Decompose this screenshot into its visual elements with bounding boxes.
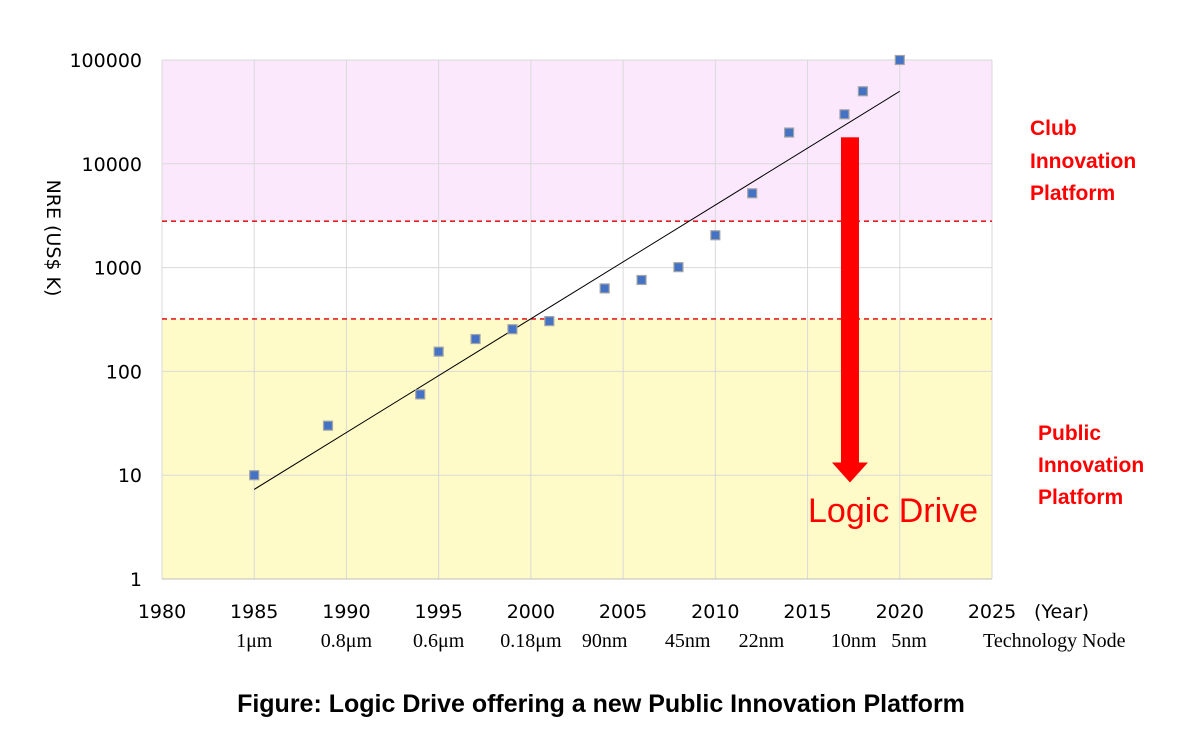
logic-drive-arrow-head — [831, 462, 868, 483]
x-tick-labels: 1980 1985 1990 1995 2000 2005 2010 2015 2020 2025 — [138, 601, 1016, 623]
technology-node-title: Technology Node — [983, 630, 1126, 652]
data-point-1985 — [249, 470, 260, 481]
data-point-1994 — [415, 389, 426, 400]
node-label-0: 1μm — [236, 630, 273, 652]
club-label-line-3: Platform — [1030, 182, 1115, 205]
region-club — [162, 60, 992, 222]
data-point-1989 — [322, 420, 334, 431]
x-tick-2015: 2015 — [783, 601, 831, 623]
figure-caption: Figure: Logic Drive offering a new Publi… — [237, 690, 965, 718]
node-label-3: 0.18μm — [500, 630, 562, 652]
y-tick-labels: 1 10 100 1000 10000 100000 — [69, 50, 142, 591]
data-point-2014 — [784, 127, 795, 138]
technology-node-labels: 1μm 0.8μm 0.6μm 0.18μm 90nm 45nm 22nm 10nm 5nm — [236, 630, 927, 652]
data-point-2008 — [673, 262, 684, 273]
node-label-4: 90nm — [582, 630, 628, 652]
data-point-2004 — [599, 283, 610, 294]
y-axis-label: NRE (US$ K) — [42, 180, 64, 297]
x-tick-1990: 1990 — [322, 601, 370, 623]
x-tick-2020: 2020 — [876, 601, 924, 623]
x-tick-1985: 1985 — [230, 601, 278, 623]
y-tick-10: 10 — [118, 465, 142, 487]
x-tick-2000: 2000 — [507, 601, 555, 623]
node-label-6: 22nm — [739, 630, 785, 652]
data-points — [249, 54, 905, 481]
club-label-line-1: Club — [1030, 117, 1077, 140]
region-public — [162, 318, 992, 579]
threshold-lines — [162, 220, 992, 320]
logic-drive-arrow-group — [831, 137, 868, 483]
x-axis-label: (Year) — [1034, 601, 1089, 623]
logic-drive-label: Logic Drive — [808, 492, 978, 530]
node-label-5: 45nm — [665, 630, 711, 652]
trend-line-group — [253, 90, 901, 490]
y-tick-1: 1 — [130, 569, 142, 591]
logic-drive-arrow-shaft — [840, 137, 859, 463]
data-point-1997 — [470, 333, 481, 345]
public-label-line-1: Public — [1038, 422, 1101, 445]
data-point-2006 — [636, 274, 647, 286]
node-label-7: 10nm — [831, 630, 877, 652]
node-label-1: 0.8μm — [321, 630, 373, 652]
data-point-2017 — [839, 109, 850, 120]
public-label-line-2: Innovation — [1038, 454, 1144, 477]
data-point-2001 — [544, 316, 555, 327]
x-tick-2010: 2010 — [691, 601, 739, 623]
club-label-line-2: Innovation — [1030, 150, 1136, 173]
node-label-2: 0.6μm — [413, 630, 465, 652]
x-tick-2005: 2005 — [599, 601, 647, 623]
x-tick-1995: 1995 — [414, 601, 462, 623]
data-point-2018 — [857, 86, 868, 97]
data-point-2020 — [894, 54, 905, 66]
y-tick-100000: 100000 — [69, 50, 142, 72]
data-point-1995 — [433, 346, 444, 357]
y-tick-100: 100 — [106, 361, 142, 383]
y-tick-10000: 10000 — [82, 154, 142, 176]
data-point-1999 — [507, 324, 518, 335]
trend-line — [253, 90, 901, 490]
y-tick-1000: 1000 — [94, 258, 142, 280]
public-label-line-3: Platform — [1038, 486, 1123, 509]
data-point-2010 — [710, 230, 721, 241]
x-tick-1980: 1980 — [138, 601, 186, 623]
data-point-2012 — [747, 188, 758, 199]
node-label-8: 5nm — [891, 630, 927, 652]
x-tick-2025: 2025 — [968, 601, 1016, 623]
